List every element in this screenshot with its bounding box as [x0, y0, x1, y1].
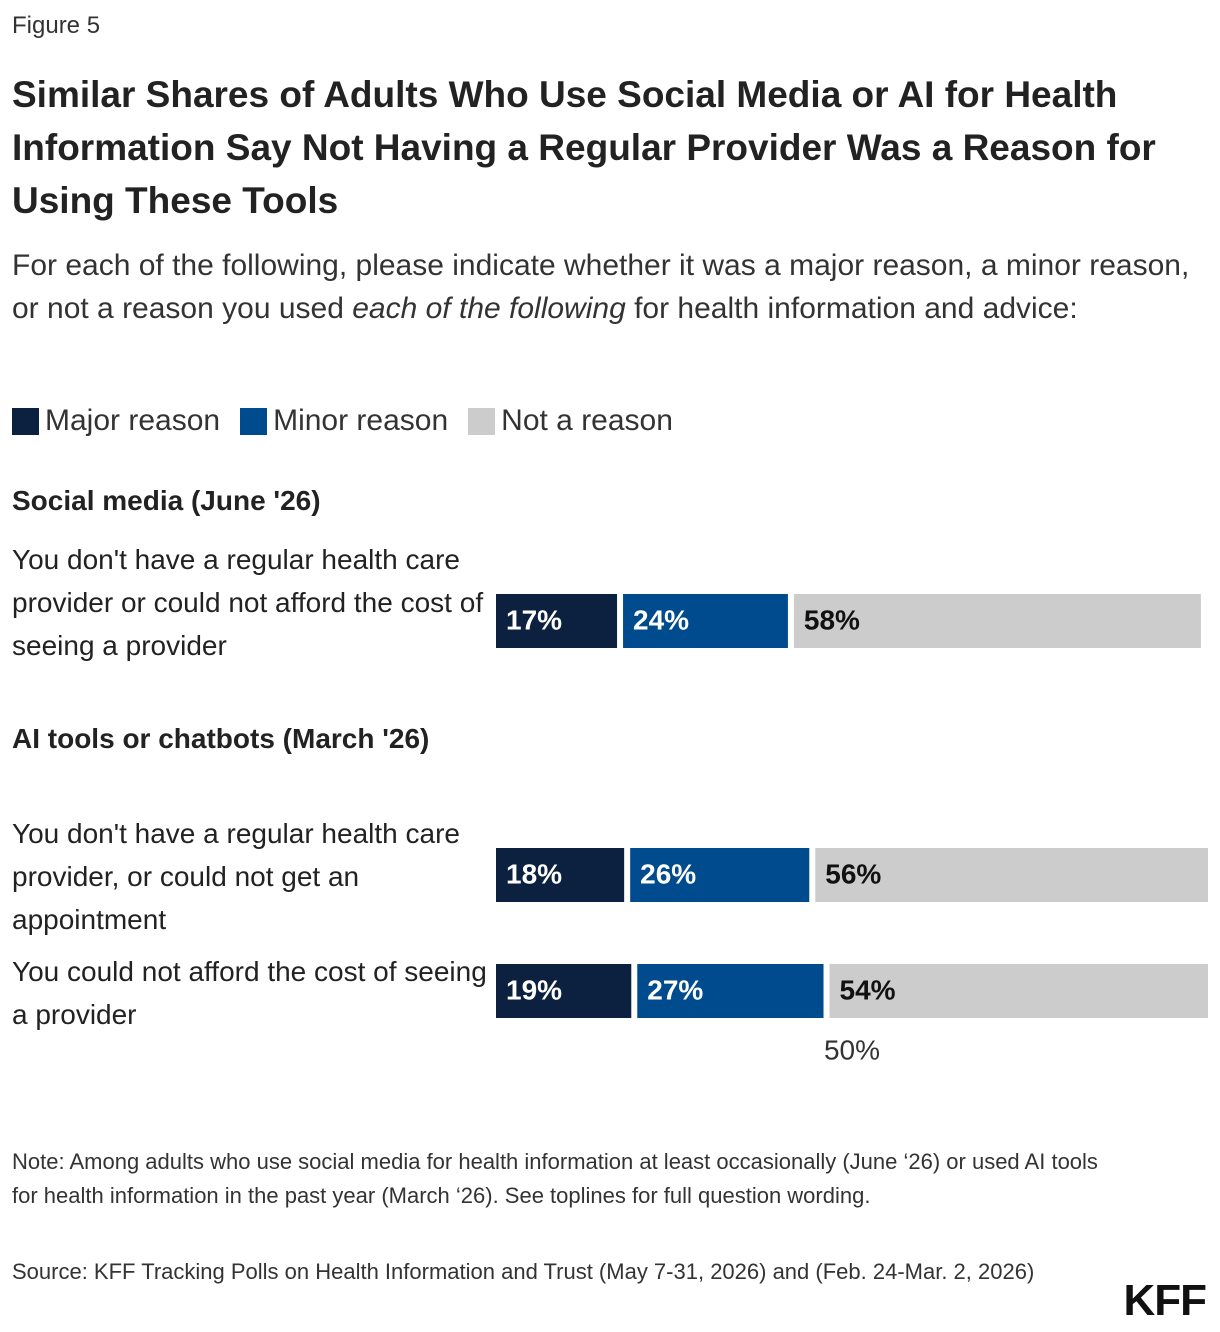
category-label: You could not afford the cost of seeing … [12, 956, 487, 1030]
value-label: 18% [506, 858, 562, 889]
bar-segment [793, 594, 1201, 648]
subtitle-emphasis: each of the following [352, 292, 626, 325]
figure-label: Figure 5 [12, 12, 101, 39]
bar-segment [623, 594, 788, 648]
group-label: AI tools or chatbots (March '26) [12, 723, 430, 754]
legend-swatch [468, 407, 496, 435]
bar-segment [496, 848, 625, 902]
value-label: 19% [506, 974, 562, 1005]
bar-segment [496, 594, 618, 648]
legend-item: Not a reason [468, 404, 673, 438]
subtitle-text: for health information and advice: [625, 292, 1078, 325]
source: Source: KFF Tracking Polls on Health Inf… [12, 1259, 1035, 1284]
note: Note: Among adults who use social media … [12, 1149, 1098, 1208]
group-label: Social media (June '26) [12, 485, 321, 516]
value-label: 27% [647, 974, 703, 1005]
legend-label: Not a reason [501, 404, 673, 437]
legend-swatch [12, 407, 39, 435]
value-label: 24% [633, 604, 689, 635]
legend-item: Major reason [12, 404, 220, 438]
value-label: 54% [840, 974, 896, 1005]
bar-segment [637, 964, 824, 1018]
legend-label: Major reason [45, 404, 221, 437]
chart-title: Similar Shares of Adults Who Use Social … [12, 74, 1156, 221]
subtitle-text: For each of the following, please indica… [12, 249, 1190, 325]
bar-segment [630, 848, 810, 902]
bar-segment [829, 964, 1208, 1018]
category-label: You don't have a regular health care pro… [12, 544, 484, 661]
bar-segment [815, 848, 1208, 902]
legend: Major reason Minor reason Not a reason [12, 404, 693, 438]
legend-label: Minor reason [273, 404, 449, 437]
value-label: 58% [804, 604, 860, 635]
value-label: 26% [640, 858, 696, 889]
value-label: 56% [825, 858, 881, 889]
chart-subtitle: For each of the following, please indica… [12, 244, 1212, 330]
logo: KFF [1123, 1276, 1207, 1325]
legend-item: Minor reason [240, 404, 448, 438]
x-tick-label: 50% [824, 1034, 880, 1065]
category-label: You don't have a regular health care pro… [12, 818, 460, 935]
bar-segment [496, 964, 632, 1018]
value-label: 17% [506, 604, 562, 635]
legend-swatch [240, 407, 268, 435]
